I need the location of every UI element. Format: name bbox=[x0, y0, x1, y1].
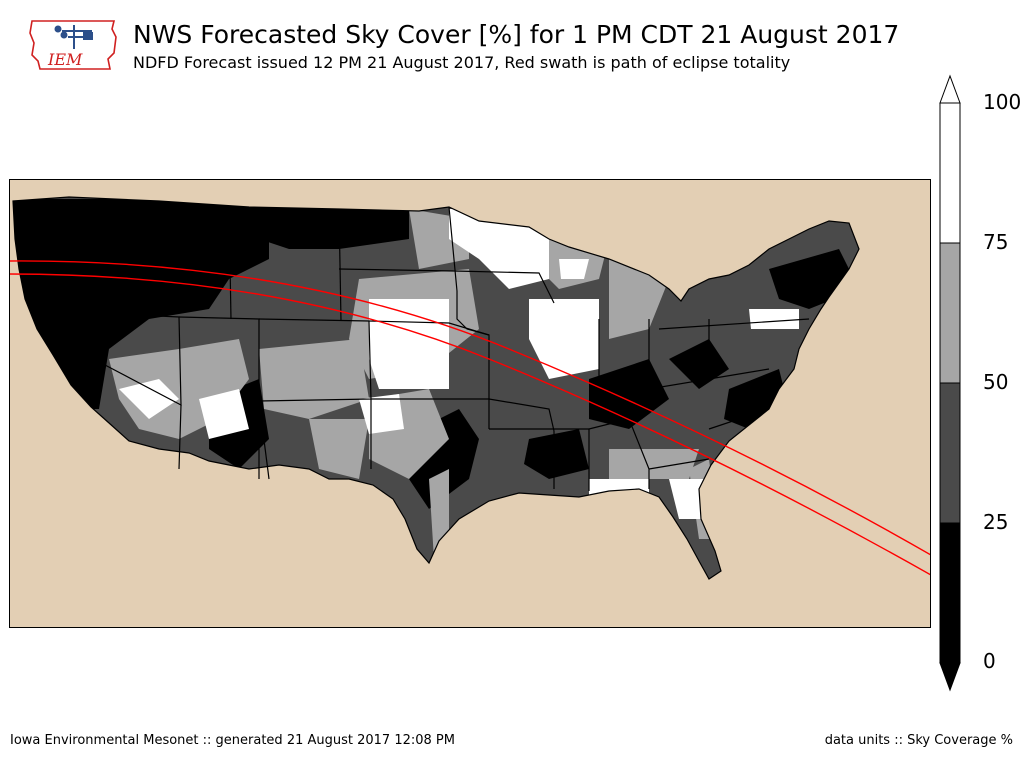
colorbar-extend-min bbox=[939, 662, 961, 692]
footer-credit: Iowa Environmental Mesonet :: generated … bbox=[10, 733, 455, 748]
colorbar-band-75-100 bbox=[939, 102, 961, 244]
iem-logo: IEM bbox=[28, 15, 120, 77]
colorbar-band-25-50 bbox=[939, 382, 961, 524]
colorbar bbox=[936, 74, 1006, 696]
colorbar-label-0: 0 bbox=[983, 649, 996, 673]
colorbar-band-50-75 bbox=[939, 242, 961, 384]
sky-cover-map bbox=[9, 179, 931, 628]
swath-north-limit bbox=[9, 260, 931, 556]
swath-south-limit bbox=[9, 273, 931, 576]
colorbar-band-0-25 bbox=[939, 522, 961, 664]
state-boundaries bbox=[12, 196, 860, 580]
colorbar-extend-max bbox=[939, 74, 961, 104]
colorbar-label-50: 50 bbox=[983, 370, 1009, 394]
logo-text: IEM bbox=[47, 50, 83, 69]
map-frame bbox=[9, 179, 931, 628]
page-title: NWS Forecasted Sky Cover [%] for 1 PM CD… bbox=[133, 20, 900, 49]
colorbar-label-25: 25 bbox=[983, 510, 1009, 534]
colorbar-label-75: 75 bbox=[983, 230, 1009, 254]
page-subtitle: NDFD Forecast issued 12 PM 21 August 201… bbox=[133, 53, 791, 72]
footer-units: data units :: Sky Coverage % bbox=[824, 733, 1013, 748]
eclipse-totality-swath bbox=[9, 260, 931, 576]
colorbar-label-100: 100 bbox=[983, 90, 1022, 114]
